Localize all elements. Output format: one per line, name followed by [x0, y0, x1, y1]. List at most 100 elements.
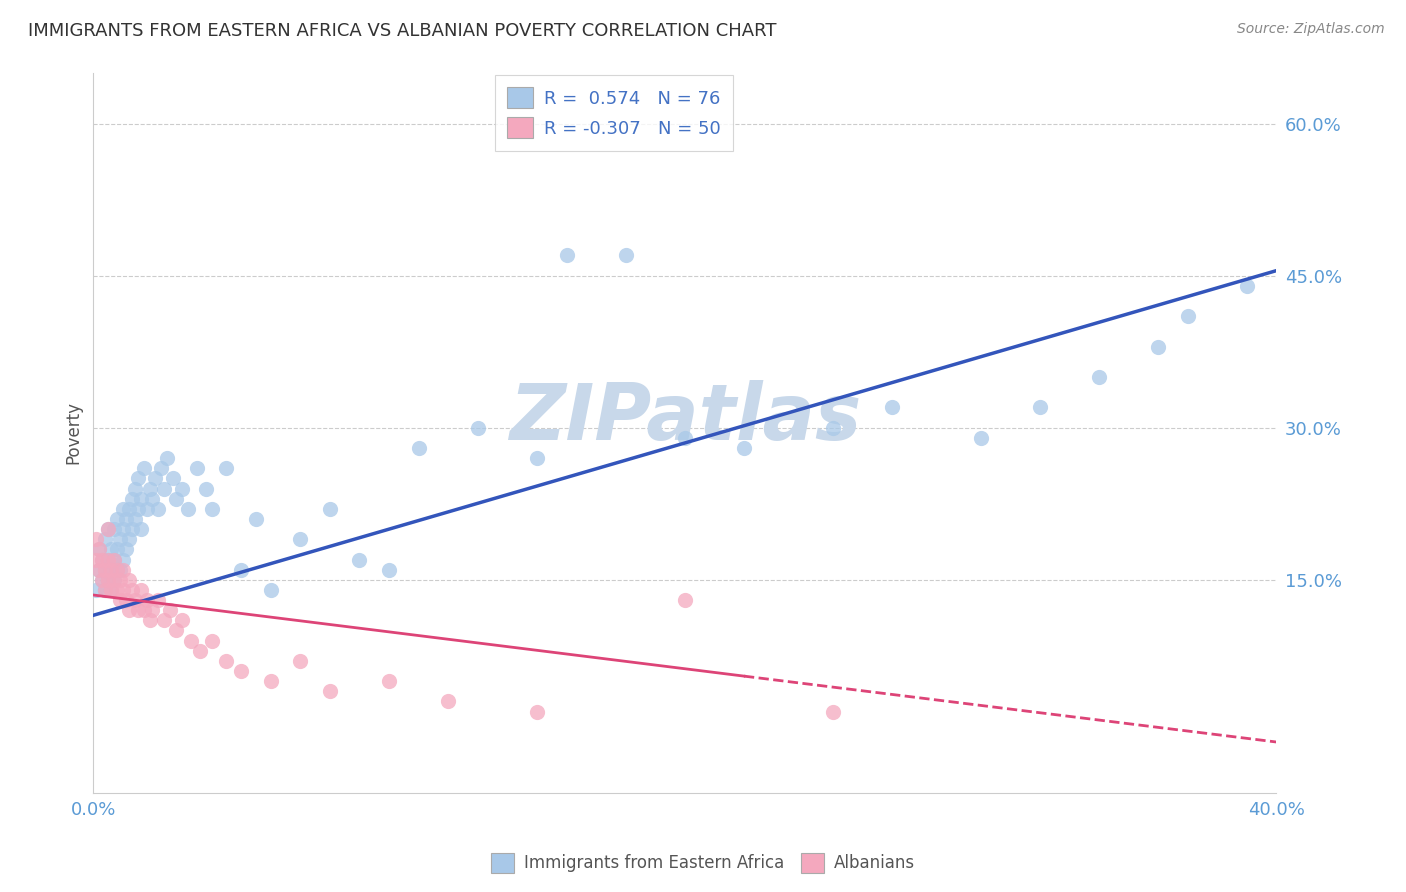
Point — [260, 674, 283, 689]
Point — [378, 563, 401, 577]
Legend: Immigrants from Eastern Africa, Albanians: Immigrants from Eastern Africa, Albanian… — [484, 847, 922, 880]
Point — [111, 563, 134, 577]
Point — [94, 533, 117, 547]
Point — [94, 582, 117, 597]
Point — [290, 533, 312, 547]
Point — [150, 461, 173, 475]
Point — [821, 705, 844, 719]
Point — [89, 563, 111, 577]
Point — [97, 522, 120, 536]
Point — [100, 563, 122, 577]
Point — [215, 461, 238, 475]
Point — [97, 552, 120, 566]
Point — [349, 552, 371, 566]
Point — [103, 552, 125, 566]
Point — [105, 512, 128, 526]
Point — [124, 512, 146, 526]
Point — [121, 582, 143, 597]
Point — [231, 563, 253, 577]
Point — [129, 491, 152, 506]
Point — [127, 603, 149, 617]
Point — [378, 674, 401, 689]
Point — [673, 593, 696, 607]
Point — [162, 471, 184, 485]
Point — [105, 563, 128, 577]
Point — [108, 563, 131, 577]
Point — [103, 573, 125, 587]
Point — [188, 644, 211, 658]
Point — [170, 613, 193, 627]
Point — [145, 471, 167, 485]
Point — [111, 582, 134, 597]
Point — [91, 573, 114, 587]
Point — [153, 482, 176, 496]
Point — [121, 491, 143, 506]
Point — [201, 501, 224, 516]
Point — [121, 522, 143, 536]
Point — [100, 563, 122, 577]
Point — [290, 654, 312, 668]
Point — [1236, 278, 1258, 293]
Point — [89, 542, 111, 557]
Point — [100, 582, 122, 597]
Point — [129, 522, 152, 536]
Point — [186, 461, 208, 475]
Point — [105, 542, 128, 557]
Text: ZIPatlas: ZIPatlas — [509, 381, 860, 457]
Point — [555, 248, 578, 262]
Point — [108, 533, 131, 547]
Point — [180, 633, 202, 648]
Point — [132, 461, 155, 475]
Point — [129, 582, 152, 597]
Point — [91, 552, 114, 566]
Point — [105, 563, 128, 577]
Point — [89, 563, 111, 577]
Point — [177, 501, 200, 516]
Point — [135, 593, 157, 607]
Point — [111, 552, 134, 566]
Point — [165, 624, 187, 638]
Point — [111, 522, 134, 536]
Point — [148, 593, 170, 607]
Point — [215, 654, 238, 668]
Point — [1088, 370, 1111, 384]
Point — [165, 491, 187, 506]
Point — [156, 451, 179, 466]
Text: Source: ZipAtlas.com: Source: ZipAtlas.com — [1237, 22, 1385, 37]
Point — [100, 582, 122, 597]
Point — [115, 593, 138, 607]
Point — [118, 603, 141, 617]
Point — [108, 593, 131, 607]
Legend: R =  0.574   N = 76, R = -0.307   N = 50: R = 0.574 N = 76, R = -0.307 N = 50 — [495, 75, 733, 151]
Point — [124, 482, 146, 496]
Point — [100, 542, 122, 557]
Point — [231, 664, 253, 678]
Point — [91, 552, 114, 566]
Point — [969, 431, 991, 445]
Point — [91, 573, 114, 587]
Point — [1177, 310, 1199, 324]
Point — [97, 573, 120, 587]
Point — [127, 471, 149, 485]
Point — [467, 421, 489, 435]
Point — [170, 482, 193, 496]
Point — [127, 501, 149, 516]
Point — [138, 613, 160, 627]
Point — [614, 248, 637, 262]
Point — [115, 542, 138, 557]
Point — [89, 542, 111, 557]
Point — [97, 522, 120, 536]
Point — [97, 573, 120, 587]
Point — [673, 431, 696, 445]
Point — [97, 552, 120, 566]
Point — [141, 603, 163, 617]
Point — [94, 582, 117, 597]
Point — [84, 582, 107, 597]
Point — [118, 501, 141, 516]
Point — [1028, 401, 1050, 415]
Point — [821, 421, 844, 435]
Point — [245, 512, 267, 526]
Point — [319, 501, 342, 516]
Point — [1147, 340, 1170, 354]
Point — [115, 512, 138, 526]
